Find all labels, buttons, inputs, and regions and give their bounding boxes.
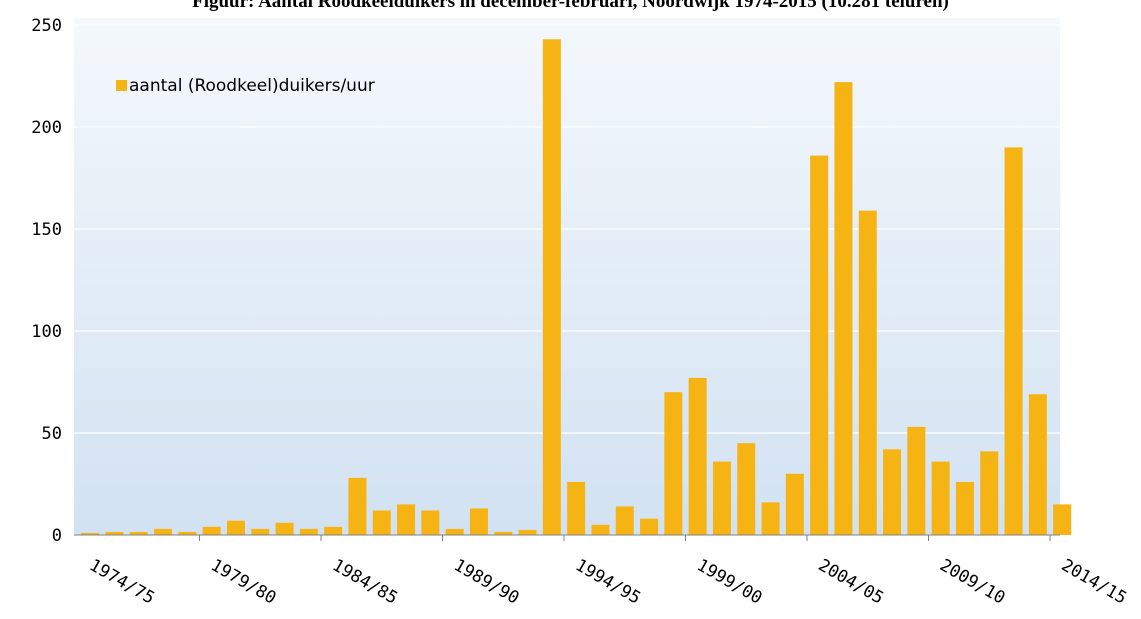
bar bbox=[980, 451, 999, 535]
x-tick-label: 1999/00 bbox=[693, 555, 765, 608]
bar bbox=[810, 155, 829, 535]
bar bbox=[469, 508, 488, 535]
bar bbox=[154, 528, 173, 535]
legend-swatch bbox=[116, 80, 127, 91]
chart-title: Figuur: Aantal Roodkeelduikers in decemb… bbox=[192, 0, 949, 12]
bar bbox=[761, 502, 780, 535]
bar bbox=[955, 481, 974, 535]
bar bbox=[883, 449, 902, 535]
bar bbox=[275, 522, 294, 535]
bar bbox=[348, 477, 367, 535]
x-tick-label: 1974/75 bbox=[86, 555, 158, 608]
y-axis-tick-labels: 0 50 100 150 200 250 bbox=[31, 16, 62, 546]
bar bbox=[299, 528, 318, 535]
grid-lines bbox=[74, 24, 1060, 434]
bar bbox=[421, 510, 440, 535]
bar bbox=[712, 461, 731, 535]
x-tick-label: 2014/15 bbox=[1058, 555, 1130, 608]
bar bbox=[640, 518, 659, 535]
bar bbox=[202, 526, 221, 535]
bar bbox=[737, 443, 756, 535]
x-tick-label: 1989/90 bbox=[450, 555, 522, 608]
y-tick-label: 50 bbox=[42, 424, 62, 444]
bar bbox=[1028, 394, 1047, 535]
bar bbox=[664, 392, 683, 535]
x-tick-label: 1994/95 bbox=[572, 555, 644, 608]
plot-area bbox=[74, 18, 1060, 535]
x-axis-ticks bbox=[199, 535, 1051, 541]
x-tick-label: 1984/85 bbox=[329, 555, 401, 608]
bar bbox=[372, 510, 391, 535]
bar bbox=[542, 39, 561, 535]
bar bbox=[105, 531, 124, 535]
y-tick-label: 0 bbox=[52, 526, 62, 546]
bars bbox=[81, 39, 1072, 536]
y-tick-label: 200 bbox=[31, 118, 62, 138]
bar bbox=[445, 528, 464, 535]
bar bbox=[931, 461, 950, 535]
bar bbox=[615, 506, 634, 535]
bar bbox=[1053, 504, 1072, 535]
bar bbox=[129, 531, 148, 535]
y-tick-label: 100 bbox=[31, 322, 62, 342]
bar bbox=[591, 524, 610, 535]
x-tick-label: 2004/05 bbox=[815, 555, 887, 608]
bar bbox=[518, 529, 537, 535]
x-tick-label: 2009/10 bbox=[936, 555, 1008, 608]
bar bbox=[858, 210, 877, 535]
bar bbox=[178, 531, 197, 535]
bar bbox=[688, 377, 707, 535]
legend-label: aantal (Roodkeel)duikers/uur bbox=[129, 76, 375, 96]
bar bbox=[397, 504, 416, 535]
legend: aantal (Roodkeel)duikers/uur bbox=[116, 76, 375, 96]
bar bbox=[324, 526, 343, 535]
bar bbox=[834, 82, 853, 536]
bar bbox=[1004, 147, 1023, 535]
x-axis-tick-labels: 1974/75 1979/80 1984/85 1989/90 1994/95 1999/… bbox=[86, 555, 1130, 608]
bar bbox=[907, 426, 926, 535]
bar bbox=[81, 532, 100, 535]
bar bbox=[567, 481, 586, 535]
bar bbox=[251, 528, 270, 535]
bar bbox=[785, 473, 804, 535]
x-tick-label: 1979/80 bbox=[207, 555, 279, 608]
bar bbox=[226, 520, 245, 535]
bar bbox=[494, 531, 513, 535]
y-tick-label: 250 bbox=[31, 16, 62, 36]
y-tick-label: 150 bbox=[31, 220, 62, 240]
